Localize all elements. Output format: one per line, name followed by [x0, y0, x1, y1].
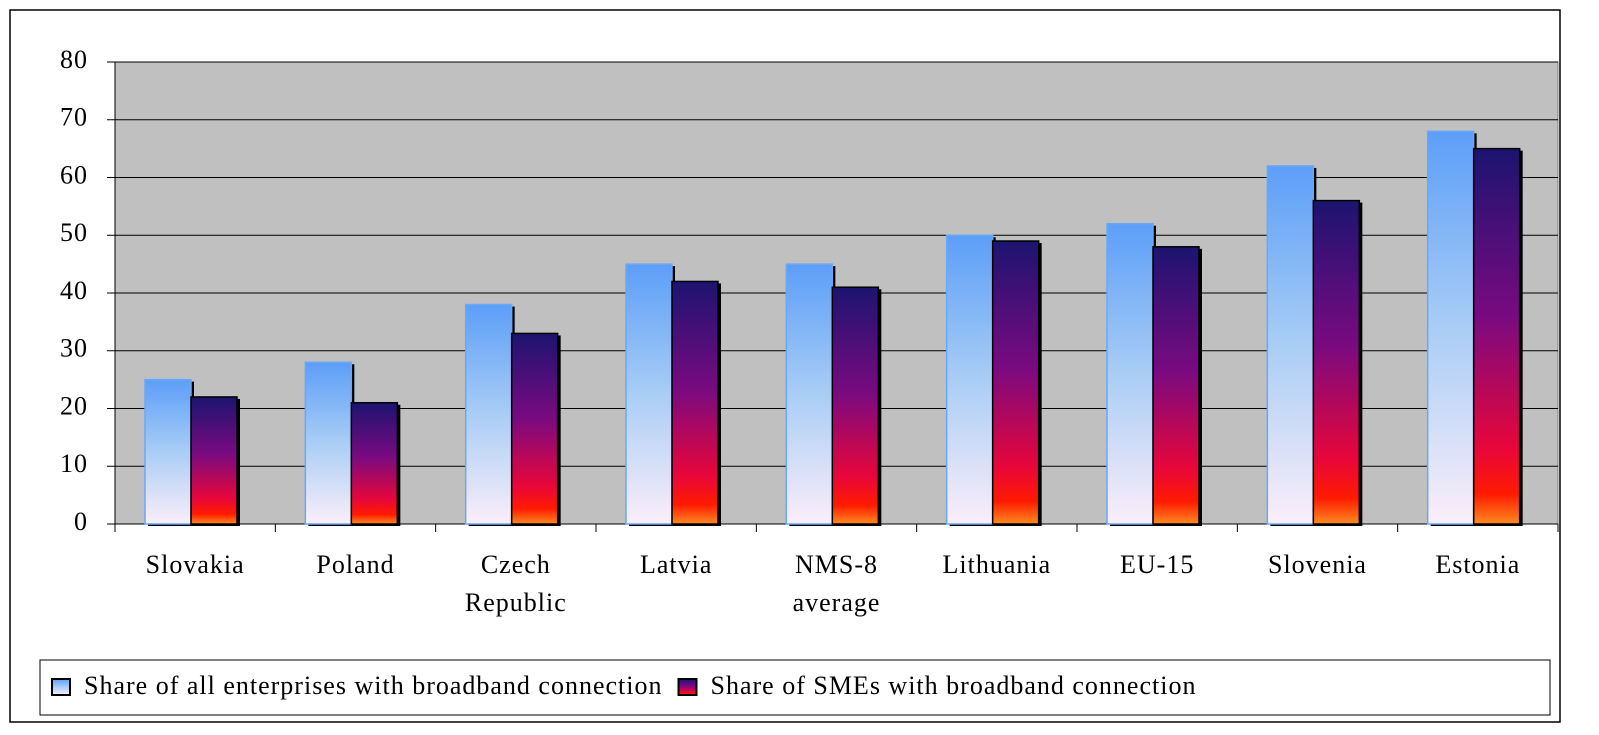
y-tick-label: 50: [60, 218, 88, 247]
x-tick-label: Estonia: [1435, 550, 1521, 579]
x-tick-label: Latvia: [639, 550, 713, 579]
y-tick-label: 40: [60, 276, 88, 305]
y-tick-label: 80: [60, 45, 88, 74]
bar: [625, 263, 673, 525]
bar: [831, 286, 880, 525]
legend-label: Share of SMEs with broadband connection: [711, 671, 1197, 700]
bar: [1106, 222, 1154, 525]
x-tick-label: Slovenia: [1267, 550, 1367, 579]
legend-swatch: [677, 678, 698, 696]
x-tick-label: Lithuania: [942, 550, 1052, 579]
y-tick-label: 10: [60, 449, 88, 478]
bar: [190, 396, 238, 525]
y-tick-label: 0: [74, 507, 88, 536]
bar: [304, 361, 353, 525]
x-tick-label: Poland: [316, 550, 395, 579]
bar: [1152, 246, 1200, 525]
legend-swatch: [51, 678, 71, 696]
legend-label: Share of all enterprises with broadband …: [84, 671, 663, 700]
x-tick-label: NMS-8 average: [792, 550, 881, 617]
bar: [671, 280, 719, 525]
y-tick-label: 20: [60, 391, 88, 420]
bar: [1426, 130, 1475, 525]
bar: [1472, 147, 1521, 525]
x-tick-label: EU-15: [1120, 550, 1195, 579]
x-tick-label: Czech Republic: [464, 550, 567, 617]
chart-frame: [9, 9, 1561, 723]
bar: [1312, 199, 1361, 525]
bar: [785, 263, 834, 525]
y-tick-label: 70: [60, 103, 88, 132]
bar: [945, 234, 994, 525]
y-tick-label: 60: [60, 160, 88, 189]
bar: [1266, 165, 1315, 525]
bar: [144, 378, 192, 525]
y-tick-label: 30: [60, 334, 88, 363]
bar: [464, 303, 513, 525]
bar: [350, 401, 399, 525]
bar: [510, 332, 559, 525]
bar: [991, 240, 1040, 525]
legend-box: [39, 659, 1551, 716]
x-tick-label: Slovakia: [145, 550, 245, 579]
